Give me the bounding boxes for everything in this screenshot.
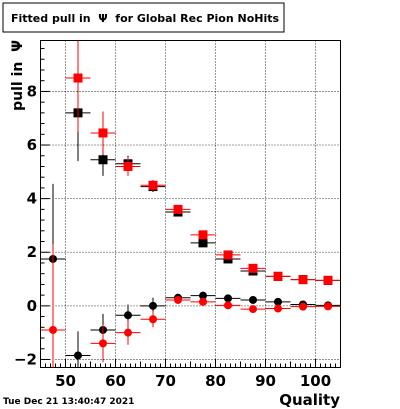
chart-title: Fitted pull in Ψ for Global Rec Pion NoH… xyxy=(11,12,279,25)
data-point xyxy=(148,180,158,190)
series-3 xyxy=(40,244,341,368)
series-2 xyxy=(40,183,341,368)
data-point xyxy=(223,250,233,260)
data-point xyxy=(173,204,183,214)
data-point xyxy=(199,291,207,300)
data-point xyxy=(49,325,57,334)
y-axis-title: pull in Ψ xyxy=(10,40,26,111)
y-tick-label: 0 xyxy=(27,297,37,315)
x-tick-label: 70 xyxy=(155,372,176,390)
data-points xyxy=(40,40,341,368)
y-tick-label: 6 xyxy=(27,136,37,154)
data-point xyxy=(274,304,282,313)
title-box: Fitted pull in Ψ for Global Rec Pion NoH… xyxy=(2,2,285,33)
data-point xyxy=(273,271,283,281)
data-point xyxy=(174,295,182,304)
data-point xyxy=(74,351,82,360)
y-tick-label: −2 xyxy=(14,350,37,368)
x-tick-label: 50 xyxy=(55,372,76,390)
data-point xyxy=(298,275,308,285)
plot-frame xyxy=(40,40,341,368)
data-point xyxy=(274,297,282,306)
x-tick-label: 60 xyxy=(105,372,126,390)
data-point xyxy=(323,275,333,285)
data-point xyxy=(248,263,258,273)
x-axis-title: Quality xyxy=(279,391,340,409)
data-point xyxy=(198,238,208,248)
grid-lines xyxy=(40,40,341,368)
data-point xyxy=(98,128,108,138)
x-tick-label: 90 xyxy=(255,372,276,390)
y-tick-label: 4 xyxy=(27,190,37,208)
data-point xyxy=(249,305,257,314)
data-point xyxy=(324,302,332,311)
data-point xyxy=(198,230,208,240)
data-point xyxy=(149,315,157,324)
data-point xyxy=(249,295,257,304)
x-tick-label: 80 xyxy=(205,372,226,390)
x-tick-label: 100 xyxy=(300,372,331,390)
timestamp: Tue Dec 21 13:40:47 2021 xyxy=(3,397,134,407)
data-point xyxy=(98,155,108,165)
y-tick-label: 8 xyxy=(27,82,37,100)
data-point xyxy=(149,301,157,310)
data-point xyxy=(224,301,232,310)
data-point xyxy=(124,311,132,320)
axis-ticks: 50 60 70 80 90 100 −2 0 2 4 6 8 xyxy=(14,48,341,390)
data-point xyxy=(124,328,132,337)
y-tick-label: 2 xyxy=(27,243,37,261)
data-point xyxy=(123,161,133,171)
series-1 xyxy=(65,40,341,285)
data-point xyxy=(299,302,307,311)
data-point xyxy=(73,73,83,83)
data-point xyxy=(199,297,207,306)
data-point xyxy=(99,339,107,348)
title-box-frame xyxy=(2,2,285,33)
data-point xyxy=(224,294,232,303)
